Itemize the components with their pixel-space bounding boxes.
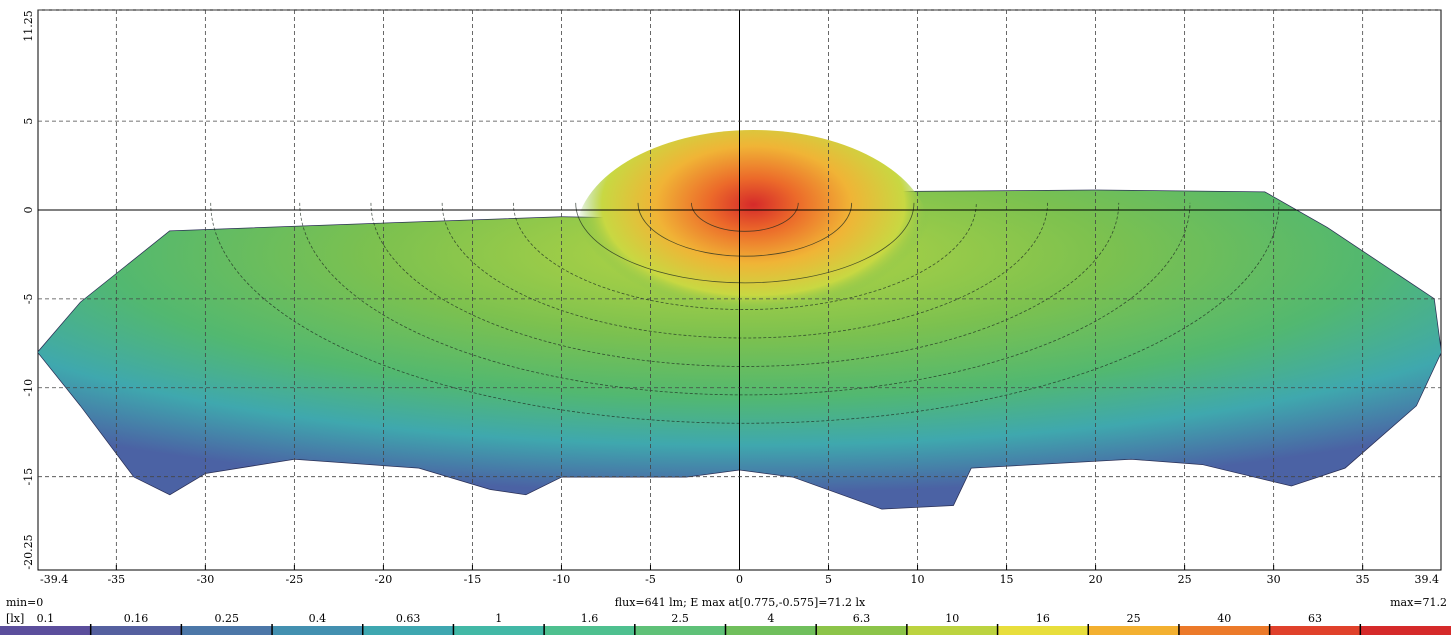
colorbar-label: 1.6 [581, 612, 599, 625]
min-label: min=0 [6, 596, 43, 609]
unit-label: [lx] [6, 612, 24, 625]
x-tick-label: 39.4 [1415, 573, 1440, 586]
colorbar-segment [90, 626, 182, 635]
colorbar-label: 63 [1308, 612, 1322, 625]
contour-line [370, 202, 1120, 367]
colorbar-segment [906, 626, 999, 635]
colorbar-segment [0, 626, 92, 635]
y-tick-label: 5 [22, 118, 35, 125]
contour-line [575, 202, 915, 284]
colorbar-segment [1269, 626, 1361, 635]
colorbar-label: 0.25 [214, 612, 239, 625]
colorbar-label: 0.4 [309, 612, 327, 625]
y-tick-label: -20.25 [22, 534, 35, 569]
colorbar: 0.1 0.16 0.25 0.4 0.63 1 1.6 2.5 4 6.3 10 16 25 40 63 [0, 612, 1451, 635]
x-tick-label: -5 [645, 573, 656, 586]
x-tick-label: 35 [1356, 573, 1370, 586]
x-tick-label: -10 [553, 573, 571, 586]
x-tick-label: -20 [375, 573, 393, 586]
y-tick-label: -5 [22, 294, 35, 305]
contour-line [441, 202, 1048, 339]
x-tick-label: 25 [1178, 573, 1192, 586]
colorbar-label: 40 [1217, 612, 1231, 625]
x-tick-label: 10 [911, 573, 925, 586]
labels: min=0 flux=641 lm; E max at[0.775,-0.575… [6, 596, 1447, 625]
colorbar-segment [1088, 626, 1180, 635]
x-tick-label: -30 [197, 573, 215, 586]
x-tick-label: 30 [1267, 573, 1281, 586]
colorbar-segment [1178, 626, 1271, 635]
x-tick-label: -15 [464, 573, 482, 586]
contour-line [210, 202, 1280, 424]
colorbar-label: 0.1 [37, 612, 55, 625]
max-label: max=71.2 [1390, 596, 1447, 609]
colorbar-segment [181, 626, 273, 635]
y-tick-label: 11.25 [22, 10, 35, 42]
hotspot [575, 130, 932, 344]
x-tick-label: -39.4 [40, 573, 68, 586]
colorbar-segment [1360, 626, 1451, 635]
colorbar-segment [725, 626, 817, 635]
grid [38, 9, 1441, 570]
contour-line [637, 202, 853, 257]
info-label: flux=641 lm; E max at[0.775,-0.575]=71.2… [615, 596, 866, 609]
x-tick-label: -35 [107, 573, 125, 586]
contour-line [691, 202, 799, 232]
contour-line [299, 202, 1191, 396]
x-tick-label: 0 [736, 573, 743, 586]
colorbar-segment [634, 626, 726, 635]
colorbar-label: 6.3 [853, 612, 871, 625]
x-tick-label: -25 [286, 573, 304, 586]
colorbar-label: 1 [495, 612, 502, 625]
colorbar-segment [453, 626, 545, 635]
colorbar-label: 2.5 [671, 612, 689, 625]
y-tick-label: -15 [22, 468, 35, 486]
colorbar-label: 16 [1036, 612, 1050, 625]
contour-line [512, 202, 977, 310]
colorbar-segment [544, 626, 636, 635]
colorbar-segment [272, 626, 364, 635]
x-tick-label: 15 [1000, 573, 1014, 586]
colorbar-label: 0.63 [396, 612, 421, 625]
colorbar-label: 0.16 [124, 612, 149, 625]
colorbar-segment [816, 626, 908, 635]
colorbar-label: 10 [945, 612, 959, 625]
colorbar-label: 25 [1127, 612, 1141, 625]
x-tick-label: 20 [1089, 573, 1103, 586]
axes: -39.4 -35 -30 -25 -20 -15 -10 -5 0 5 10 15 20 25 30 35 3… [22, 10, 1442, 586]
colorbar-label: 4 [767, 612, 774, 625]
x-tick-label: 5 [825, 573, 832, 586]
colorbar-segment [362, 626, 454, 635]
colorbar-segment [997, 626, 1089, 635]
y-tick-label: 0 [22, 207, 35, 214]
y-tick-label: -10 [22, 379, 35, 397]
